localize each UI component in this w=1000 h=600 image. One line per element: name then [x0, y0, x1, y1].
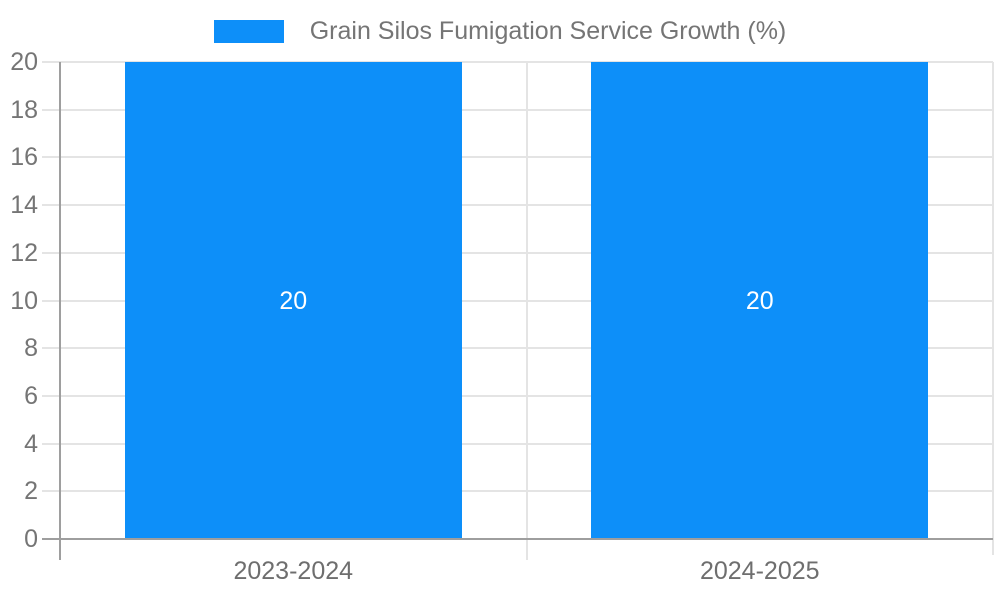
x-axis-line — [42, 538, 993, 540]
gridline — [42, 490, 993, 493]
gridline — [42, 442, 993, 445]
bar[interactable] — [124, 62, 462, 539]
gridline — [42, 156, 993, 159]
gridline — [42, 299, 993, 302]
y-axis-tick-label: 8 — [24, 334, 38, 363]
y-axis-tick-label: 6 — [24, 381, 38, 410]
x-axis-label: 2024-2025 — [699, 557, 820, 585]
y-axis-tick-label: 2 — [24, 477, 38, 506]
gridline — [42, 251, 993, 254]
plot-right-border — [992, 62, 994, 555]
y-axis-line — [59, 62, 61, 560]
y-axis-tick-label: 10 — [10, 286, 38, 315]
category-separator-line — [525, 62, 528, 560]
bar[interactable] — [591, 62, 929, 539]
y-axis-tick-label: 20 — [10, 48, 38, 76]
gridline — [42, 108, 993, 111]
y-axis-tick-label: 16 — [10, 143, 38, 172]
gridline — [42, 394, 993, 397]
legend-label: Grain Silos Fumigation Service Growth (%… — [309, 17, 787, 45]
y-axis-tick-label: 12 — [10, 238, 38, 267]
gridline — [42, 347, 993, 350]
gridline — [42, 61, 993, 63]
bar-value-label: 20 — [279, 286, 308, 315]
y-axis-tick-label: 4 — [24, 429, 38, 458]
bar-value-label: 20 — [745, 286, 774, 315]
y-axis-tick-label: 18 — [10, 95, 38, 124]
gridline — [42, 204, 993, 207]
y-axis-tick-label: 0 — [24, 525, 38, 553]
x-axis-label: 2023-2024 — [233, 557, 354, 585]
y-axis-tick-label: 14 — [10, 191, 38, 220]
legend: Grain Silos Fumigation Service Growth (%… — [0, 18, 1000, 44]
legend-swatch — [213, 19, 284, 43]
